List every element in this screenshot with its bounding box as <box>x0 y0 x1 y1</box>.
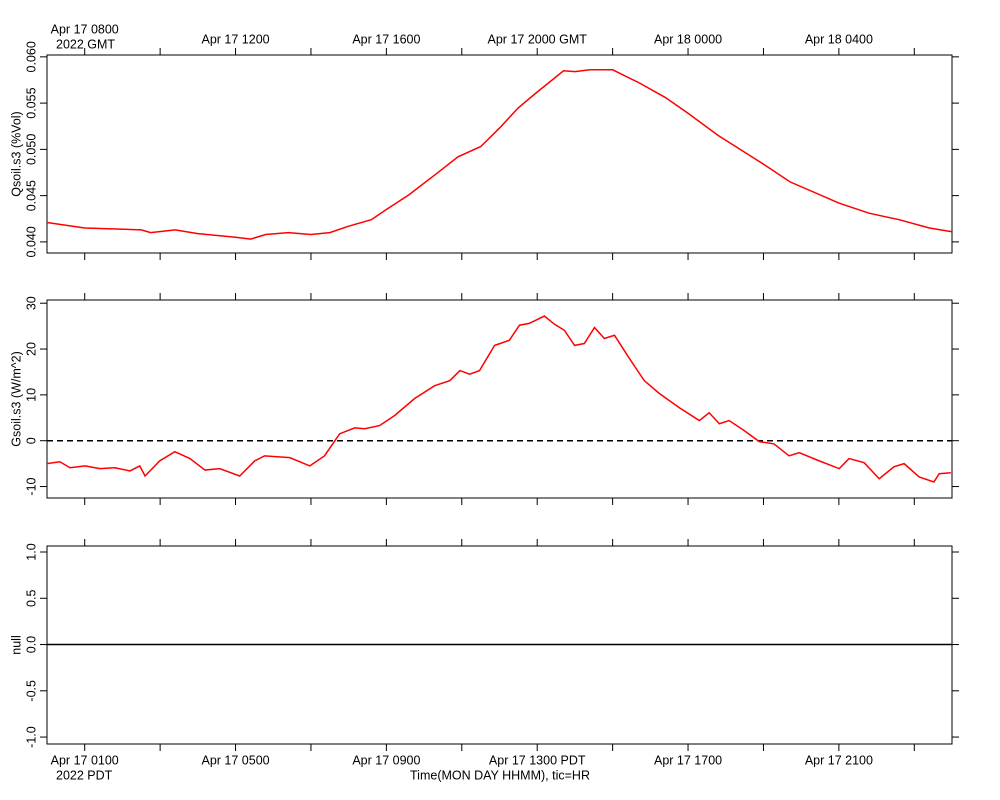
y-axis-label: Qsoil.s3 (%Vol) <box>9 111 23 196</box>
x-tick-label: Apr 17 1300 PDT <box>489 753 586 767</box>
x-tick-label: Apr 17 0500 <box>201 753 269 767</box>
y-tick-label: 0.5 <box>24 590 38 607</box>
x2-tick-label: Apr 17 1600 <box>352 32 420 46</box>
y-axis-label: null <box>9 635 23 654</box>
data-line <box>46 69 953 240</box>
x-axis-label: Time(MON DAY HHMM), tic=HR <box>410 768 590 782</box>
y-tick-label: 0.050 <box>24 134 38 165</box>
y-tick-label: 0.055 <box>24 87 38 118</box>
y-tick-label: 0 <box>24 437 38 444</box>
y-axis-label: Gsoil.s3 (W/m^2) <box>9 351 23 446</box>
y-tick-label: 10 <box>24 388 38 402</box>
x2-tick-label: Apr 17 2000 GMT <box>488 32 588 46</box>
y-tick-label: -10 <box>24 477 38 495</box>
y-tick-label: -0.5 <box>24 680 38 702</box>
x-tick-label: Apr 17 2100 <box>805 753 873 767</box>
plot-frame <box>46 54 953 254</box>
y-tick-label: 1.0 <box>24 543 38 560</box>
x-tick-label: Apr 17 0100 <box>51 753 119 767</box>
y-tick-label: -1.0 <box>24 726 38 748</box>
y-tick-label: 30 <box>24 296 38 310</box>
plot-frame <box>46 299 953 499</box>
x2-tick-label: Apr 18 0400 <box>805 32 873 46</box>
x-tick-label: Apr 17 0900 <box>352 753 420 767</box>
x2-year-label: 2022 GMT <box>56 37 115 51</box>
x2-tick-label: Apr 18 0000 <box>654 32 722 46</box>
x-tick-label: Apr 17 1700 <box>654 753 722 767</box>
y-tick-label: 20 <box>24 342 38 356</box>
y-tick-label: 0.040 <box>24 226 38 257</box>
x2-tick-label: Apr 17 1200 <box>201 32 269 46</box>
x-year-label: 2022 PDT <box>56 768 113 782</box>
y-tick-label: 0.045 <box>24 180 38 211</box>
y-tick-label: 0.0 <box>24 636 38 653</box>
data-line <box>46 315 951 483</box>
x2-tick-label: Apr 17 0800 <box>51 22 119 36</box>
y-tick-label: 0.060 <box>24 41 38 72</box>
